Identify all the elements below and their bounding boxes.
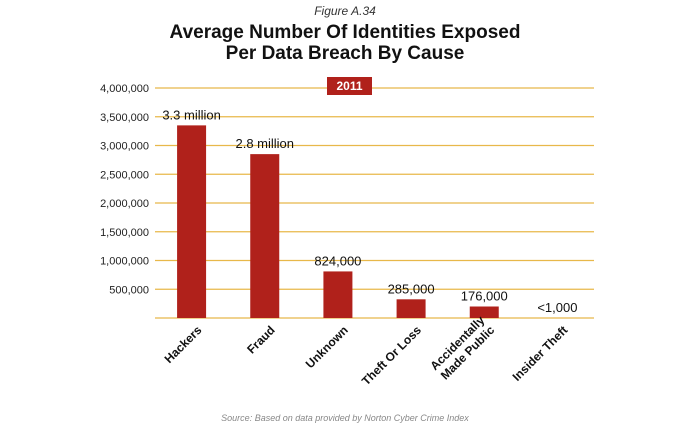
x-tick-label: Insider Theft [510,323,571,384]
x-tick-label: Fraud [244,323,277,356]
x-tick-label: Theft Or Loss [359,323,424,388]
data-label: 285,000 [388,281,435,296]
x-tick-label: Unknown [303,323,351,371]
y-axis-tick-labels: 500,000 1,000,000 1,500,000 2,000,000 2,500,… [100,83,149,296]
y-tick-label: 1,000,000 [100,256,149,268]
bar [177,125,207,318]
x-tick-label-line: Hackers [162,323,205,366]
x-tick-label-line: Unknown [303,323,351,371]
chart-title: Average Number Of Identities Exposed Per… [0,22,690,64]
y-tick-label: 1,500,000 [100,227,149,239]
chart-title-line-2: Per Data Breach By Cause [225,43,465,64]
y-tick-label: 4,000,000 [100,83,149,95]
data-label: 3.3 million [162,107,221,122]
y-tick-label: 3,500,000 [100,112,149,124]
x-tick-label: Hackers [162,323,205,366]
x-tick-label-line: Insider Theft [510,323,571,384]
y-tick-label: 3,000,000 [100,141,149,153]
data-label: <1,000 [537,300,577,315]
figure-label: Figure A.34 [314,4,376,18]
data-labels: 3.3 million 2.8 million 824,000 285,000 176,… [162,107,577,315]
x-axis-tick-labels: Hackers Fraud Unknown Theft Or Loss Accident… [162,313,571,388]
bar [469,306,499,318]
bars [177,125,499,318]
y-tick-label: 500,000 [109,284,149,296]
x-tick-label: AccidentallyMade Public [427,313,497,383]
legend: 2011 [327,77,372,95]
x-tick-label-line: Theft Or Loss [359,323,424,388]
data-label: 2.8 million [235,136,294,151]
y-tick-label: 2,000,000 [100,198,149,210]
data-label: 824,000 [314,253,361,268]
legend-swatch [327,77,372,95]
y-tick-label: 2,500,000 [100,169,149,181]
bar [323,271,353,318]
data-label: 176,000 [461,289,508,304]
legend-label: 2011 [336,79,362,93]
x-tick-label-line: Fraud [244,323,277,356]
bar [250,154,280,318]
chart-title-line-1: Average Number Of Identities Exposed [169,22,521,43]
gridlines [155,87,594,319]
bar [396,299,426,318]
source-note: Source: Based on data provided by Norton… [221,413,469,423]
